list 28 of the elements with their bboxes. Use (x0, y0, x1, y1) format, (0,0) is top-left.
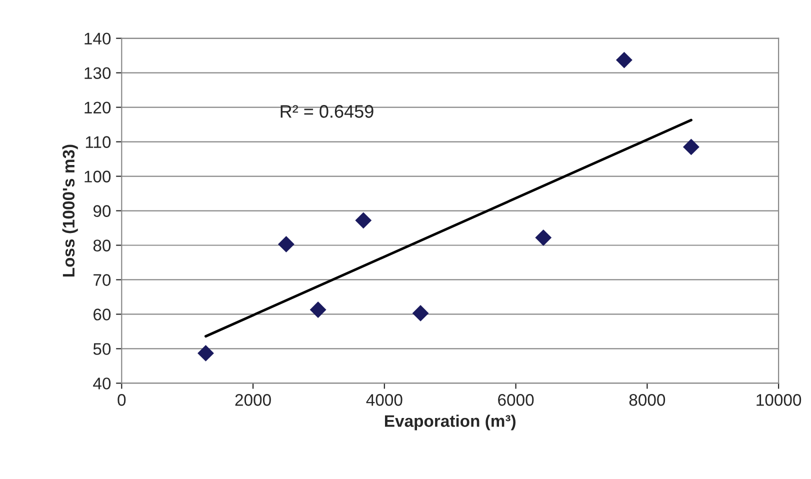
y-tick-label: 140 (84, 32, 111, 45)
point (278, 236, 294, 252)
y-tick-label: 70 (94, 274, 111, 286)
point (412, 304, 429, 322)
y-tick-label: 110 (86, 136, 111, 148)
y-tick-label: 60 (94, 308, 111, 320)
y-tick-label: 40 (93, 378, 111, 390)
point (535, 229, 552, 246)
x-axis-title: Evaporation (m³) (385, 414, 516, 430)
point (355, 212, 372, 229)
y-tick-label: 100 (84, 170, 111, 182)
x-tick-label: 4000 (366, 394, 402, 406)
annotation: R² = 0.6459 (280, 105, 374, 118)
x-tick-label: 6000 (498, 394, 534, 406)
x-tick-label: 8000 (629, 394, 666, 406)
point (682, 138, 700, 156)
y-tick-label: 120 (84, 102, 111, 114)
y-tick-label: 80 (93, 240, 111, 252)
point (198, 344, 214, 362)
y-axis-title: Loss (1000's m3) (62, 144, 78, 276)
y-tick-label: 90 (93, 205, 111, 217)
x-tick-label: 0 (118, 394, 126, 406)
y-tick-label: 50 (93, 343, 111, 355)
point (616, 52, 632, 68)
x-tick-label: 10000 (756, 394, 802, 406)
y-tick-label: 130 (84, 67, 111, 80)
point (310, 302, 326, 318)
x-tick-label: 2000 (235, 394, 271, 406)
